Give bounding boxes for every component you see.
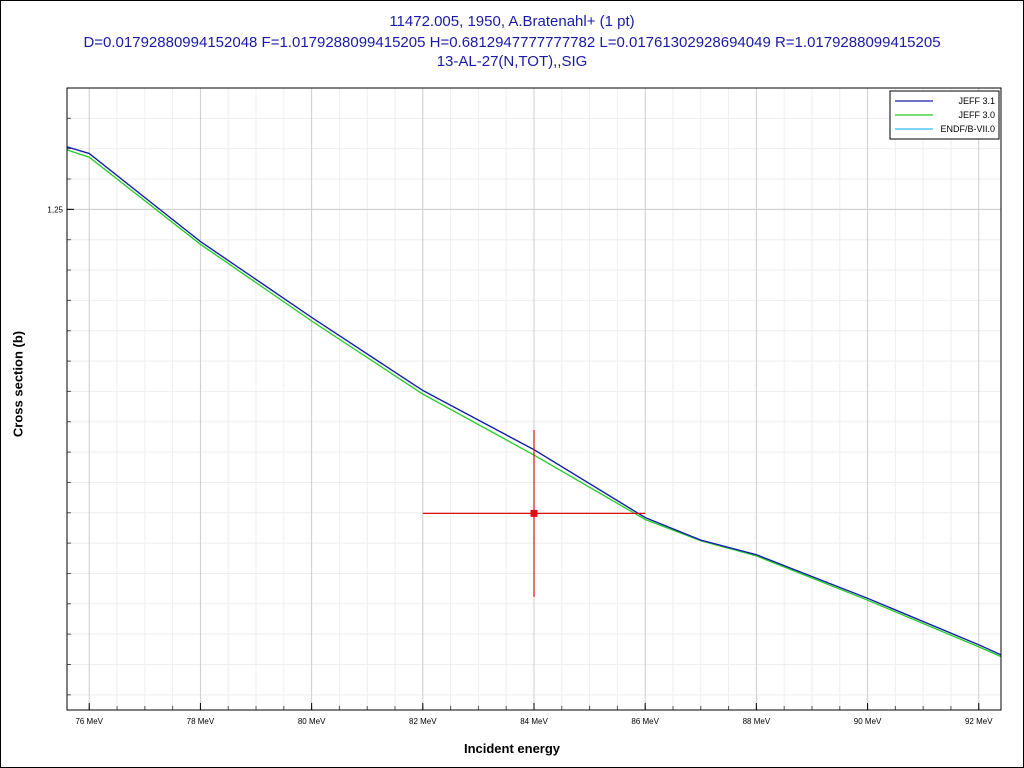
chart-reaction: 13-AL-27(N,TOT),,SIG [436, 53, 588, 70]
axes-border [66, 87, 1002, 711]
x-tick-label: 84 MeV [520, 717, 548, 726]
series-line-jeff-3-0 [66, 149, 1002, 658]
legend-label: JEFF 3.0 [958, 110, 995, 120]
data-point [530, 509, 538, 517]
x-tick-label: 86 MeV [631, 717, 659, 726]
x-axis-label: Incident energy [463, 741, 561, 756]
x-tick-label: 76 MeV [75, 717, 103, 726]
x-tick-label: 88 MeV [743, 717, 771, 726]
chart-parameters: D=0.01792880994152048 F=1.01792880994152… [83, 34, 941, 51]
x-tick-label: 82 MeV [409, 717, 437, 726]
y-tick-label: 1,25 [47, 205, 63, 214]
x-tick-label: 78 MeV [187, 717, 215, 726]
x-tick-label: 90 MeV [854, 717, 882, 726]
legend-label: ENDF/B-VII.0 [940, 124, 995, 134]
x-tick-label: 80 MeV [298, 717, 326, 726]
chart-title: 11472.005, 1950, A.Bratenahl+ (1 pt) [389, 13, 635, 30]
legend-label: JEFF 3.1 [958, 96, 995, 106]
x-tick-label: 92 MeV [965, 717, 993, 726]
series-line-jeff-3-1 [66, 146, 1002, 656]
